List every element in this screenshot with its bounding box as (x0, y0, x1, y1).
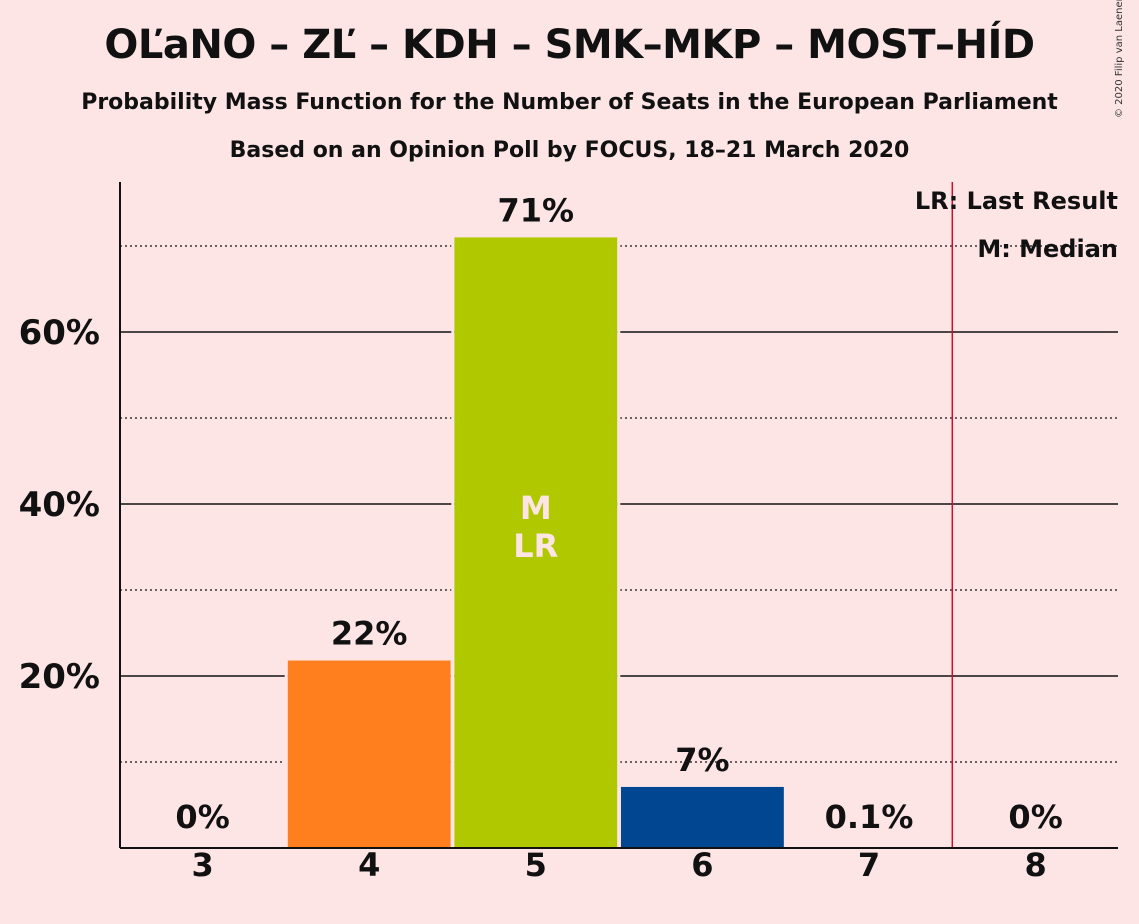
bar-gap (617, 237, 621, 848)
x-tick-label: 3 (191, 846, 213, 884)
data-label: 0% (1008, 798, 1062, 836)
chart-title: OĽaNO – ZĽ – KDH – SMK–MKP – MOST–HÍD (104, 22, 1035, 68)
bar-marker: LR (513, 527, 558, 565)
x-tick-label: 4 (358, 846, 380, 884)
chart-subtitle: Probability Mass Function for the Number… (81, 90, 1058, 115)
bar-gap (284, 660, 288, 848)
data-label: 0.1% (825, 798, 914, 836)
x-tick-label: 7 (858, 846, 880, 884)
bar-gap (451, 237, 455, 848)
x-tick-label: 8 (1024, 846, 1046, 884)
chart-subtitle-poll: Based on an Opinion Poll by FOCUS, 18–21… (229, 138, 910, 163)
x-tick-label: 6 (691, 846, 713, 884)
bar-5 (454, 237, 618, 848)
data-label: 7% (675, 741, 729, 779)
legend-last-result: LR: Last Result (915, 187, 1118, 215)
data-label: 22% (331, 615, 408, 653)
bar-gap (617, 786, 621, 848)
labels: 20% 40% 60% 3 4 5 6 7 8 0% 22% 71% 7% 0.1% 0% MLR (19, 191, 1063, 884)
bars (284, 237, 954, 848)
legend-median: M: Median (977, 235, 1118, 263)
axes (119, 182, 1118, 849)
data-label: 71% (498, 191, 575, 229)
data-label: 0% (175, 798, 229, 836)
bar-gap (783, 786, 787, 848)
y-tick-label: 60% (19, 313, 100, 353)
bar-marker: M (520, 489, 552, 527)
y-tick-label: 40% (19, 485, 100, 525)
y-tick-label: 20% (19, 657, 100, 697)
bar-4 (287, 660, 451, 848)
bar-6 (620, 786, 784, 848)
x-tick-label: 5 (525, 846, 547, 884)
